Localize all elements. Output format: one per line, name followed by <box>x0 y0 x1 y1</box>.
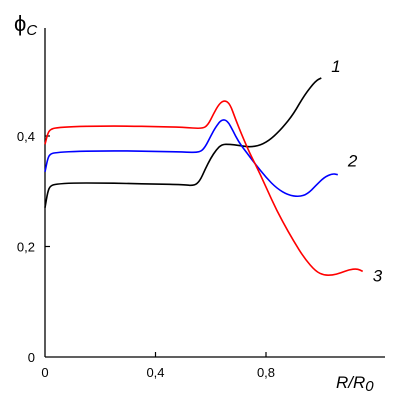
x-tick-label: 0,8 <box>257 365 275 380</box>
x-ticks: 0 0,4 0,8 <box>41 352 275 380</box>
y-ticks: 0 0,2 0,4 <box>17 129 50 365</box>
y-axis-label-sub: C <box>26 22 37 39</box>
series-label-3: 3 <box>373 266 383 285</box>
x-axis-label: R/R0 <box>336 373 374 395</box>
series-lines <box>44 77 364 276</box>
x-axis-label-sub: 0 <box>365 378 374 395</box>
x-tick-label: 0 <box>41 365 48 380</box>
y-tick-label: 0,4 <box>17 129 35 144</box>
series-label-1: 1 <box>331 57 340 76</box>
y-axis-label-main: ϕ <box>14 11 26 36</box>
y-axis-label: ϕC <box>14 11 37 39</box>
y-tick-label: 0 <box>28 350 35 365</box>
series-line-3 <box>44 100 364 276</box>
y-tick-label: 0,2 <box>17 240 35 255</box>
series-line-1 <box>44 77 322 208</box>
x-axis-label-main: R/R <box>336 373 365 392</box>
series-label-2: 2 <box>347 152 358 171</box>
x-tick-label: 0,4 <box>146 365 164 380</box>
axes <box>44 28 385 358</box>
series-labels: 1 2 3 <box>331 57 382 285</box>
series-line-2 <box>44 119 338 198</box>
